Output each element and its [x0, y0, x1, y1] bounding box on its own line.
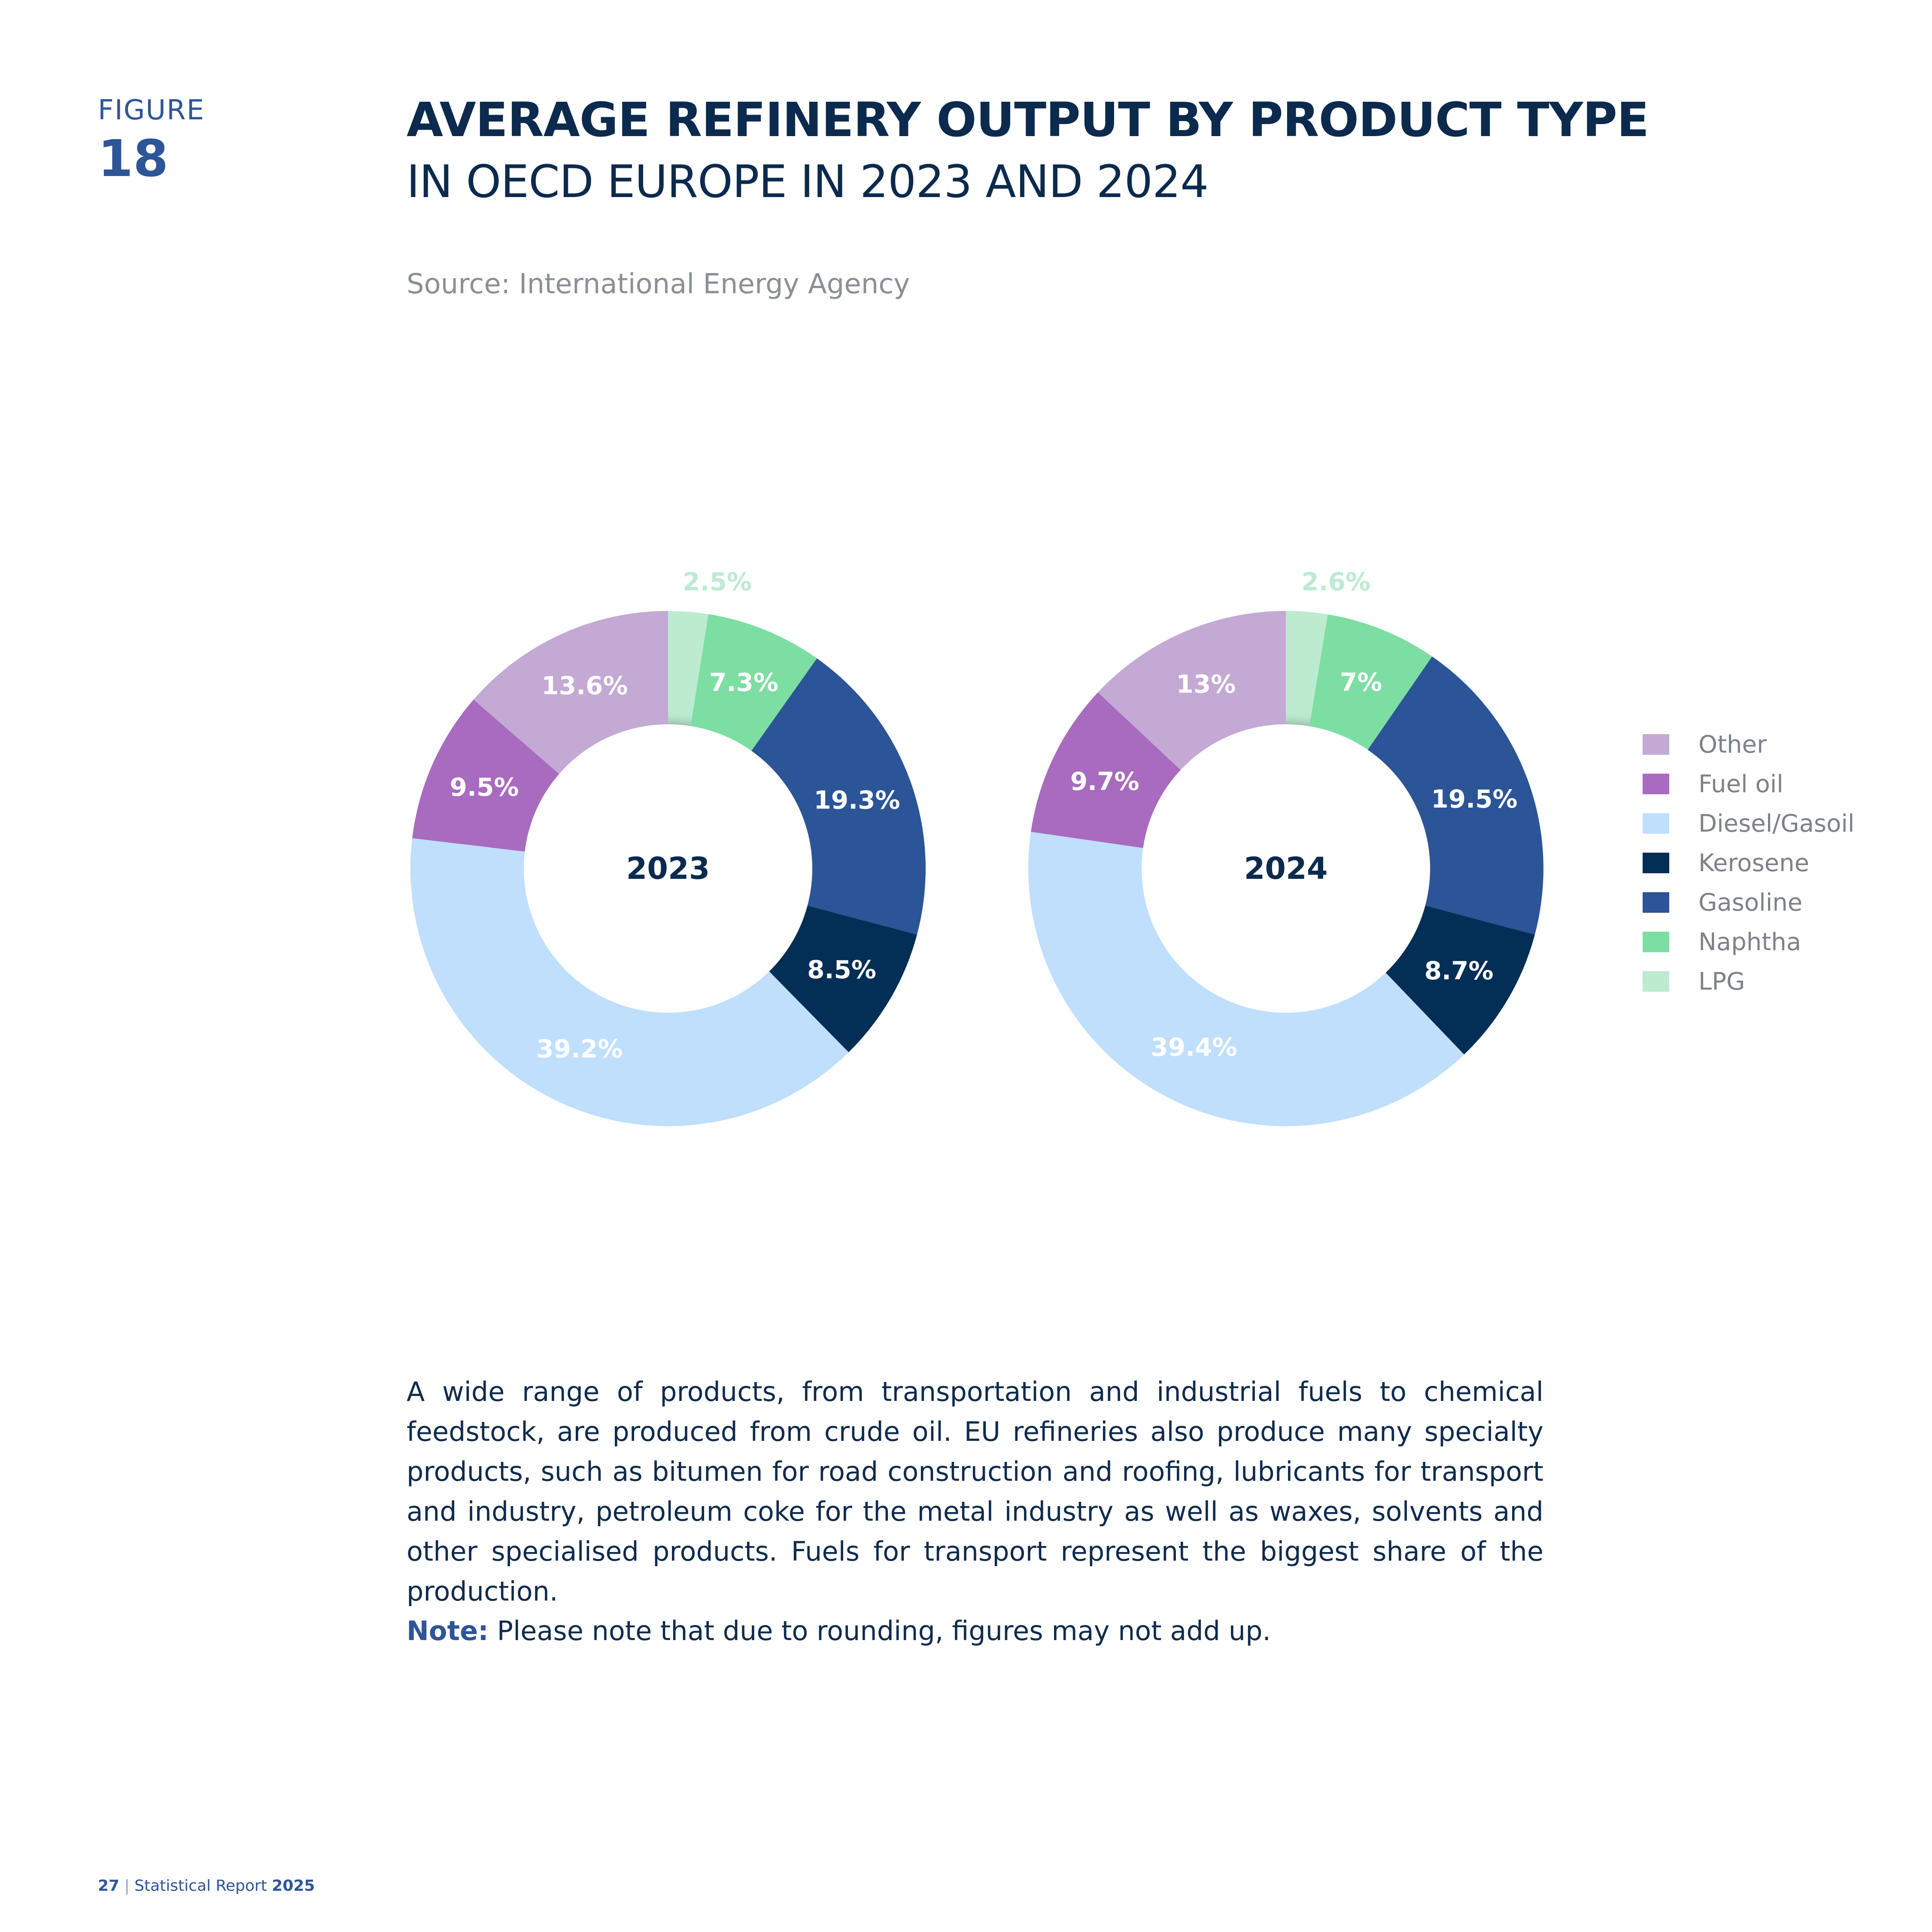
legend-item-lpg: LPG — [1643, 962, 1854, 1001]
note-label: Note: — [407, 1615, 489, 1646]
legend-swatch-naphtha — [1643, 932, 1669, 952]
slice-2023-gasoline — [751, 658, 926, 935]
slice-label-2023-lpg: 2.5% — [683, 567, 752, 596]
footer-separator: | — [124, 1877, 130, 1895]
slice-2023-diesel-gasoil — [410, 838, 849, 1126]
figure-label: FIGURE — [98, 94, 205, 126]
slice-label-2023-fuel-oil: 9.5% — [450, 773, 519, 802]
donut-hole-2024 — [1142, 724, 1430, 1013]
slice-label-2023-diesel-gasoil: 39.2% — [536, 1034, 623, 1063]
slice-label-2024-lpg: 2.6% — [1301, 567, 1370, 596]
slice-2024-naphtha — [1309, 614, 1432, 750]
legend-item-fuel-oil: Fuel oil — [1643, 764, 1854, 804]
slice-2024-kerosene — [1385, 905, 1535, 1055]
slice-2024-diesel-gasoil — [1028, 832, 1464, 1127]
page-number: 27 — [98, 1877, 120, 1895]
donut-chart-2024: 2.6% 7% 19.5% 8.7% 39.4% 9.7% 13% 2024 — [1028, 567, 1544, 1127]
report-name: Statistical Report — [134, 1877, 267, 1895]
legend-item-kerosene: Kerosene — [1643, 843, 1854, 883]
donut-hole-2023 — [524, 724, 812, 1013]
legend-swatch-gasoline — [1643, 892, 1669, 913]
slice-label-2024-naphtha: 7% — [1340, 668, 1382, 697]
legend: Other Fuel oil Diesel/Gasoil Kerosene Ga… — [1643, 725, 1854, 1001]
slice-label-2024-kerosene: 8.7% — [1425, 956, 1494, 985]
report-year: 2025 — [272, 1877, 315, 1895]
note: Note: Please note that due to rounding, … — [407, 1615, 1271, 1646]
slice-label-2024-fuel-oil: 9.7% — [1070, 767, 1139, 796]
slice-2024-lpg — [1286, 611, 1328, 726]
legend-item-diesel-gasoil: Diesel/Gasoil — [1643, 804, 1854, 843]
slice-2024-other — [1098, 611, 1286, 770]
slice-2024-fuel-oil — [1031, 692, 1181, 848]
donut-center-label-2023: 2023 — [626, 851, 710, 886]
legend-label-diesel-gasoil: Diesel/Gasoil — [1698, 809, 1855, 838]
slice-label-2023-kerosene: 8.5% — [807, 955, 876, 984]
legend-label-other: Other — [1698, 730, 1767, 759]
figure-number: 18 — [98, 129, 169, 188]
slice-label-2023-naphtha: 7.3% — [709, 668, 778, 697]
slice-2023-kerosene — [769, 905, 917, 1052]
slice-label-2024-gasoline: 19.5% — [1431, 784, 1517, 814]
chart-title: AVERAGE REFINERY OUTPUT BY PRODUCT TYPE — [407, 92, 1649, 147]
slice-2024-gasoline — [1367, 656, 1544, 935]
body-paragraph: A wide range of products, from transport… — [407, 1376, 1543, 1607]
legend-swatch-other — [1643, 734, 1669, 755]
chart-subtitle: IN OECD EUROPE IN 2023 AND 2024 — [407, 155, 1209, 208]
slice-2023-fuel-oil — [412, 699, 559, 852]
donut-center-label-2024: 2024 — [1244, 851, 1328, 886]
legend-swatch-fuel-oil — [1643, 774, 1669, 794]
donut-chart-2023: 2.5% 7.3% 19.3% 8.5% 39.2% 9.5% 13.6% 2023 — [410, 567, 926, 1126]
slice-label-2023-gasoline: 19.3% — [814, 786, 900, 815]
legend-label-naphtha: Naphtha — [1698, 928, 1801, 956]
legend-swatch-lpg — [1643, 971, 1669, 992]
slice-2023-naphtha — [690, 614, 817, 751]
legend-item-naphtha: Naphtha — [1643, 922, 1854, 962]
source-note: Source: International Energy Agency — [407, 268, 910, 300]
legend-label-kerosene: Kerosene — [1698, 849, 1810, 877]
slice-label-2023-other: 13.6% — [541, 671, 628, 700]
legend-label-fuel-oil: Fuel oil — [1698, 770, 1783, 798]
legend-label-lpg: LPG — [1698, 967, 1745, 996]
legend-item-gasoline: Gasoline — [1643, 883, 1854, 922]
legend-item-other: Other — [1643, 725, 1854, 764]
slice-label-2024-diesel-gasoil: 39.4% — [1151, 1033, 1237, 1062]
legend-label-gasoline: Gasoline — [1698, 888, 1803, 917]
page-footer: 27 | Statistical Report 2025 — [98, 1877, 315, 1895]
slice-label-2024-other: 13% — [1176, 670, 1236, 699]
legend-swatch-kerosene — [1643, 853, 1669, 873]
note-text: Please note that due to rounding, figure… — [488, 1615, 1271, 1646]
slice-2023-other — [474, 611, 668, 774]
slice-2023-lpg — [668, 611, 708, 726]
legend-swatch-diesel-gasoil — [1643, 813, 1669, 834]
